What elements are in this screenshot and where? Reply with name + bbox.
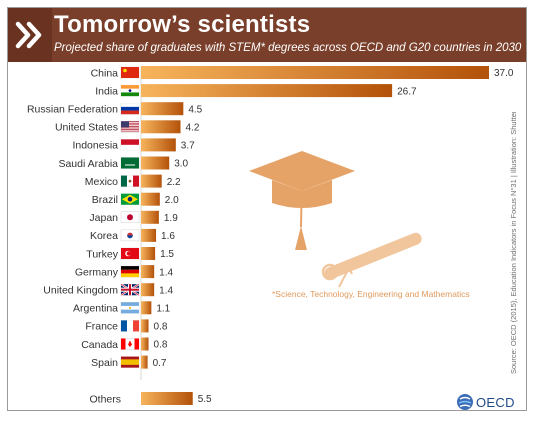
svg-text:Source: OECD (2015), Education: Source: OECD (2015), Education Indicator…	[509, 112, 518, 374]
bar-united-kingdom	[141, 283, 155, 297]
flag-mexico-icon	[120, 175, 140, 187]
category-label-united-kingdom: United Kingdom	[43, 285, 118, 297]
bar-others	[141, 392, 193, 405]
category-label-korea: Korea	[90, 230, 118, 242]
value-label-france: 0.8	[154, 322, 168, 333]
value-label-japan: 1.9	[164, 213, 178, 224]
category-label-canada: Canada	[81, 339, 118, 351]
source-note: Source: OECD (2015), Education Indicator…	[509, 112, 518, 374]
category-label-mexico: Mexico	[85, 176, 118, 188]
bar-spain	[141, 355, 148, 369]
bar-china	[141, 66, 489, 79]
flag-argentina-icon	[120, 302, 140, 314]
value-label-brazil: 2.0	[165, 195, 179, 206]
graduation-cap-icon	[249, 151, 355, 250]
flag-china-icon	[120, 66, 140, 79]
category-label-india: India	[95, 85, 118, 97]
bar-india	[141, 84, 393, 98]
oecd-logo: OECD	[456, 393, 515, 410]
category-label-turkey: Turkey	[86, 248, 118, 260]
value-label-spain: 0.7	[153, 358, 167, 369]
bar-mexico	[141, 174, 162, 188]
flag-russian-federation-icon	[120, 103, 140, 115]
bar-korea	[141, 228, 157, 242]
flag-india-icon	[120, 84, 140, 97]
category-label-brazil: Brazil	[92, 194, 118, 206]
flag-spain-icon	[120, 356, 140, 368]
flag-canada-icon	[120, 338, 140, 350]
flag-turkey-icon	[120, 247, 140, 260]
bar-france	[141, 319, 149, 333]
oecd-brand-text: OECD	[476, 394, 515, 410]
category-label-argentina: Argentina	[73, 303, 118, 315]
bar-argentina	[141, 301, 152, 315]
bar-canada	[141, 337, 149, 351]
page-subtitle: Projected share of graduates with STEM* …	[54, 42, 522, 54]
value-label-others: 5.5	[198, 394, 212, 405]
chevrons-icon	[8, 8, 52, 62]
category-label-indonesia: Indonesia	[72, 140, 118, 152]
category-label-united-states: United States	[55, 122, 118, 134]
category-label-saudi-arabia: Saudi Arabia	[58, 158, 118, 170]
category-label-spain: Spain	[91, 357, 118, 369]
flag-france-icon	[120, 320, 140, 332]
flag-brazil-icon	[120, 193, 140, 205]
flag-germany-icon	[120, 265, 140, 278]
bar-chart: China 37.0 India 26.7 Russian Federation 4.5 U…	[27, 66, 514, 405]
category-label-china: China	[91, 67, 119, 79]
category-label-france: France	[85, 321, 118, 333]
flag-united-states-icon	[120, 121, 140, 133]
flag-united-kingdom-icon	[120, 283, 140, 297]
value-label-indonesia: 3.7	[181, 141, 195, 152]
bar-brazil	[141, 192, 160, 206]
value-label-korea: 1.6	[161, 231, 175, 242]
bar-saudi-arabia	[141, 156, 170, 170]
category-label-others: Others	[89, 393, 121, 405]
flag-indonesia-icon	[120, 139, 140, 151]
flag-saudi-arabia-icon	[120, 157, 140, 169]
page-title: Tomorrow’s scientists	[54, 11, 311, 38]
oecd-globe-icon	[457, 394, 473, 410]
footnote: *Science, Technology, Engineering and Ma…	[272, 289, 470, 299]
value-label-saudi-arabia: 3.0	[174, 159, 188, 170]
category-label-russian-federation: Russian Federation	[27, 104, 118, 116]
value-label-turkey: 1.5	[160, 249, 174, 260]
category-label-germany: Germany	[75, 266, 119, 278]
bar-united-states	[141, 120, 181, 134]
bar-indonesia	[141, 138, 176, 152]
header: Tomorrow’s scientists Projected share of…	[8, 8, 526, 62]
flag-japan-icon	[120, 211, 140, 224]
bar-russian-federation	[141, 102, 184, 116]
value-label-germany: 1.4	[159, 267, 173, 278]
value-label-russian-federation: 4.5	[188, 104, 202, 115]
flag-korea-icon	[120, 229, 140, 242]
value-label-united-kingdom: 1.4	[159, 285, 173, 296]
bar-japan	[141, 210, 159, 224]
value-label-china: 37.0	[494, 68, 514, 79]
bar-turkey	[141, 247, 156, 260]
value-label-canada: 0.8	[154, 340, 168, 351]
infographic-frame: Tomorrow’s scientists Projected share of…	[7, 7, 527, 411]
bar-germany	[141, 265, 155, 279]
value-label-india: 26.7	[397, 86, 417, 97]
value-label-united-states: 4.2	[186, 123, 200, 134]
value-label-mexico: 2.2	[167, 177, 181, 188]
value-label-argentina: 1.1	[156, 304, 170, 315]
diploma-scroll-icon	[321, 232, 422, 288]
category-label-japan: Japan	[89, 212, 118, 224]
